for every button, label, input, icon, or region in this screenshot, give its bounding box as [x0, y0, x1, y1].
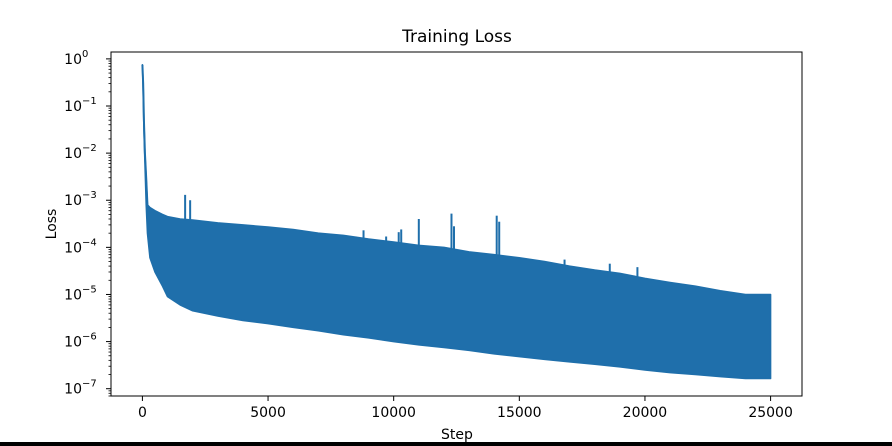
y-tick-label: 10	[64, 99, 82, 115]
y-axis-label: Loss	[44, 209, 60, 240]
y-tick-label: 10	[64, 287, 82, 303]
y-tick-exponent: −1	[82, 96, 97, 107]
x-tick-label: 5000	[250, 405, 286, 421]
plot-frame	[110, 51, 803, 397]
y-tick-exponent: 0	[82, 49, 88, 60]
y-tick-exponent: −3	[82, 190, 97, 201]
y-tick-exponent: −6	[82, 332, 97, 343]
y-tick-exponent: −2	[82, 143, 97, 154]
loss-series-band	[141, 64, 772, 380]
loss-series-line	[141, 64, 149, 205]
chart-title: Training Loss	[401, 27, 512, 47]
x-axis: 0 5000 10000 15000 20000 25000	[138, 396, 793, 421]
data-layer	[141, 64, 772, 380]
y-tick-label: 10	[64, 335, 82, 351]
y-tick-label: 10	[64, 193, 82, 209]
y-tick-exponent: −5	[82, 284, 97, 295]
y-tick-exponent: −4	[82, 237, 97, 248]
x-tick-label: 20000	[623, 405, 668, 421]
x-tick-label: 10000	[371, 405, 416, 421]
x-tick-label: 0	[138, 405, 147, 421]
y-tick-label: 10	[64, 52, 82, 68]
bottom-border	[0, 442, 892, 446]
y-tick-label: 10	[64, 146, 82, 162]
y-tick-label: 10	[64, 240, 82, 256]
x-tick-label: 15000	[497, 405, 542, 421]
x-tick-label: 25000	[748, 405, 793, 421]
x-axis-label: Step	[441, 427, 473, 443]
y-tick-label: 10	[64, 382, 82, 398]
y-tick-exponent: −7	[82, 379, 97, 390]
